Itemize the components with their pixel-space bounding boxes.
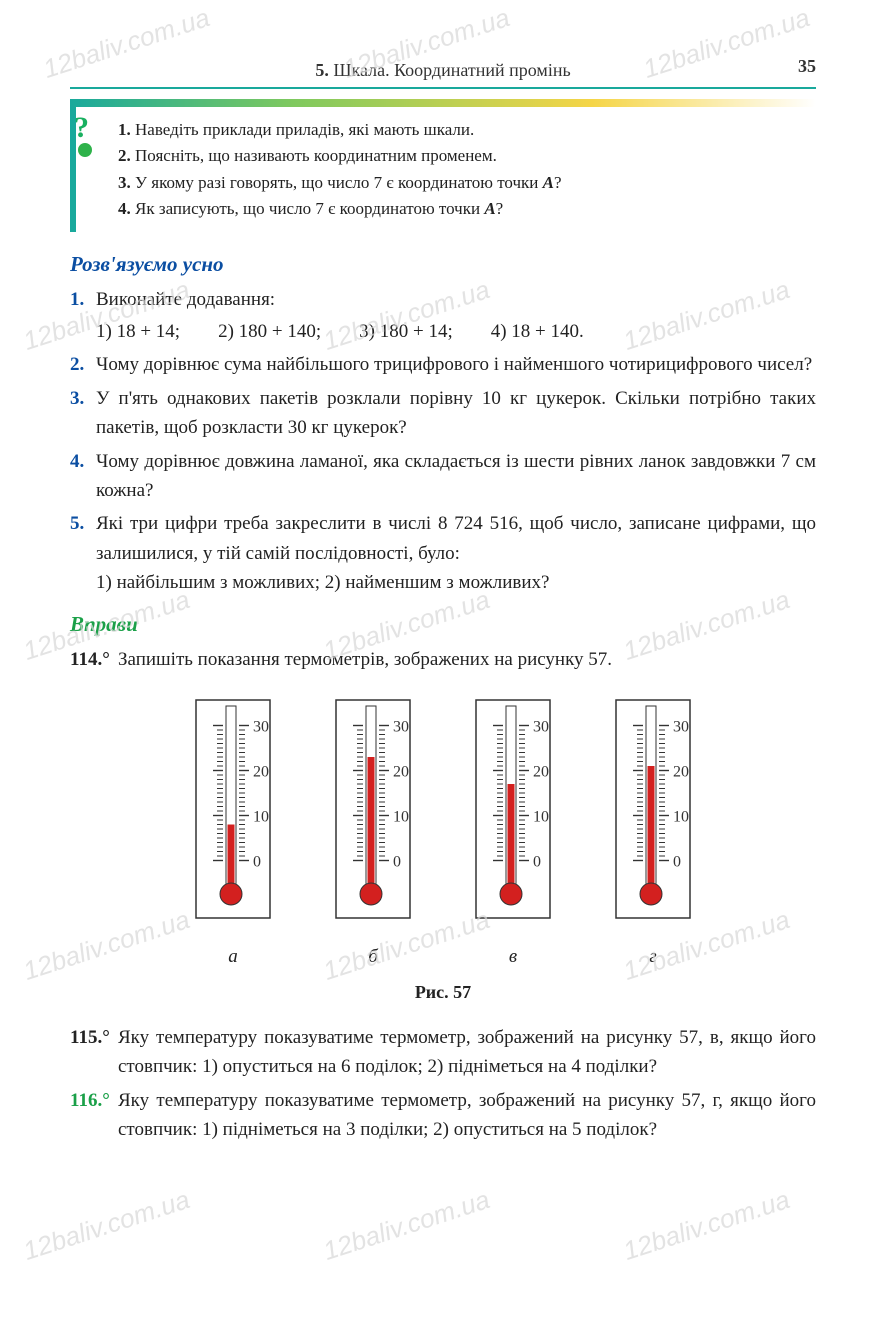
exercise-115: 115.° Яку температуру показуватиме термо… — [70, 1023, 816, 1082]
page-number: 35 — [798, 56, 816, 77]
exercise-number: 114.° — [70, 645, 118, 674]
oral-item: 4.Чому дорівнює довжина ламаної, яка скл… — [70, 447, 816, 506]
page-header: 5. Шкала. Координатний промінь 35 — [70, 60, 816, 89]
svg-text:10: 10 — [533, 809, 549, 826]
oral-item: 5.Які три цифри треба закреслити в числі… — [70, 509, 816, 597]
watermark: 12baliv.com.ua — [19, 1184, 193, 1267]
oral-item: 2.Чому дорівнює сума найбільшого трицифр… — [70, 350, 816, 379]
oral-exercises: 1.Виконайте додавання:1) 18 + 14;2) 180 … — [70, 285, 816, 597]
thermometer: 0 10 20 30 в — [468, 694, 558, 971]
svg-text:0: 0 — [533, 854, 541, 871]
exercise-114: 114.° Запишіть показання термометрів, зо… — [70, 645, 816, 674]
gradient-rule — [70, 99, 816, 107]
oral-item: 3.У п'ять однакових пакетів розклали пор… — [70, 384, 816, 443]
question-list: 1. Наведіть приклади приладів, які мають… — [118, 117, 806, 222]
thermometer-label: б — [328, 942, 418, 971]
oral-number: 4. — [70, 447, 96, 506]
question-block: ? 1. Наведіть приклади приладів, які маю… — [70, 107, 816, 232]
exercise-116: 116.° Яку температуру показуватиме термо… — [70, 1086, 816, 1145]
oral-text: У п'ять однакових пакетів розклали порів… — [96, 384, 816, 443]
svg-text:20: 20 — [393, 764, 409, 781]
watermark: 12baliv.com.ua — [619, 1184, 793, 1267]
svg-text:30: 30 — [533, 719, 549, 736]
exercise-text: Яку температуру показуватиме термометр, … — [118, 1086, 816, 1145]
page: 5. Шкала. Координатний промінь 35 ? 1. Н… — [0, 0, 886, 1329]
oral-number: 1. — [70, 285, 96, 346]
svg-text:30: 30 — [253, 719, 269, 736]
thermometer: 0 10 20 30 б — [328, 694, 418, 971]
svg-text:30: 30 — [673, 719, 689, 736]
question-mark-icon: ? — [74, 113, 102, 153]
header-title: 5. Шкала. Координатний промінь — [315, 60, 570, 80]
oral-number: 5. — [70, 509, 96, 597]
exercise-text: Запишіть показання термометрів, зображен… — [118, 645, 816, 674]
exercises-list: 114.° Запишіть показання термометрів, зо… — [70, 645, 816, 1145]
svg-text:10: 10 — [253, 809, 269, 826]
question-item: 4. Як записують, що число 7 є координато… — [118, 196, 806, 222]
oral-text: Які три цифри треба закреслити в числі 8… — [96, 509, 816, 597]
watermark: 12baliv.com.ua — [319, 1184, 493, 1267]
exercise-number: 115.° — [70, 1023, 118, 1082]
oral-number: 2. — [70, 350, 96, 379]
svg-text:0: 0 — [673, 854, 681, 871]
svg-text:20: 20 — [253, 764, 269, 781]
exercises-section-title: Вправи — [70, 612, 816, 637]
oral-text: Чому дорівнює сума найбільшого трицифров… — [96, 350, 816, 379]
svg-text:0: 0 — [253, 854, 261, 871]
oral-item: 1.Виконайте додавання:1) 18 + 14;2) 180 … — [70, 285, 816, 346]
figure-caption: Рис. 57 — [70, 979, 816, 1007]
exercise-text: Яку температуру показуватиме термометр, … — [118, 1023, 816, 1082]
oral-text: Виконайте додавання:1) 18 + 14;2) 180 + … — [96, 285, 816, 346]
oral-section-title: Розв'язуємо усно — [70, 252, 816, 277]
svg-text:10: 10 — [393, 809, 409, 826]
svg-text:20: 20 — [673, 764, 689, 781]
svg-text:0: 0 — [393, 854, 401, 871]
thermometer-label: а — [188, 942, 278, 971]
section-title: Шкала. Координатний промінь — [333, 60, 570, 80]
svg-text:30: 30 — [393, 719, 409, 736]
oral-text: Чому дорівнює довжина ламаної, яка склад… — [96, 447, 816, 506]
exercise-number: 116.° — [70, 1086, 118, 1145]
section-number: 5. — [315, 60, 329, 80]
thermometer: 0 10 20 30 г — [608, 694, 698, 971]
thermometer-label: в — [468, 942, 558, 971]
svg-text:20: 20 — [533, 764, 549, 781]
question-item: 3. У якому разі говорять, що число 7 є к… — [118, 170, 806, 196]
svg-text:10: 10 — [673, 809, 689, 826]
thermometer-figure: 0 10 20 30 а 0 10 20 30 б 0 10 20 30 в 0 10 20 30 г — [70, 694, 816, 971]
oral-number: 3. — [70, 384, 96, 443]
thermometer-label: г — [608, 942, 698, 971]
question-item: 2. Поясніть, що називають координатним п… — [118, 143, 806, 169]
question-item: 1. Наведіть приклади приладів, які мають… — [118, 117, 806, 143]
thermometer: 0 10 20 30 а — [188, 694, 278, 971]
